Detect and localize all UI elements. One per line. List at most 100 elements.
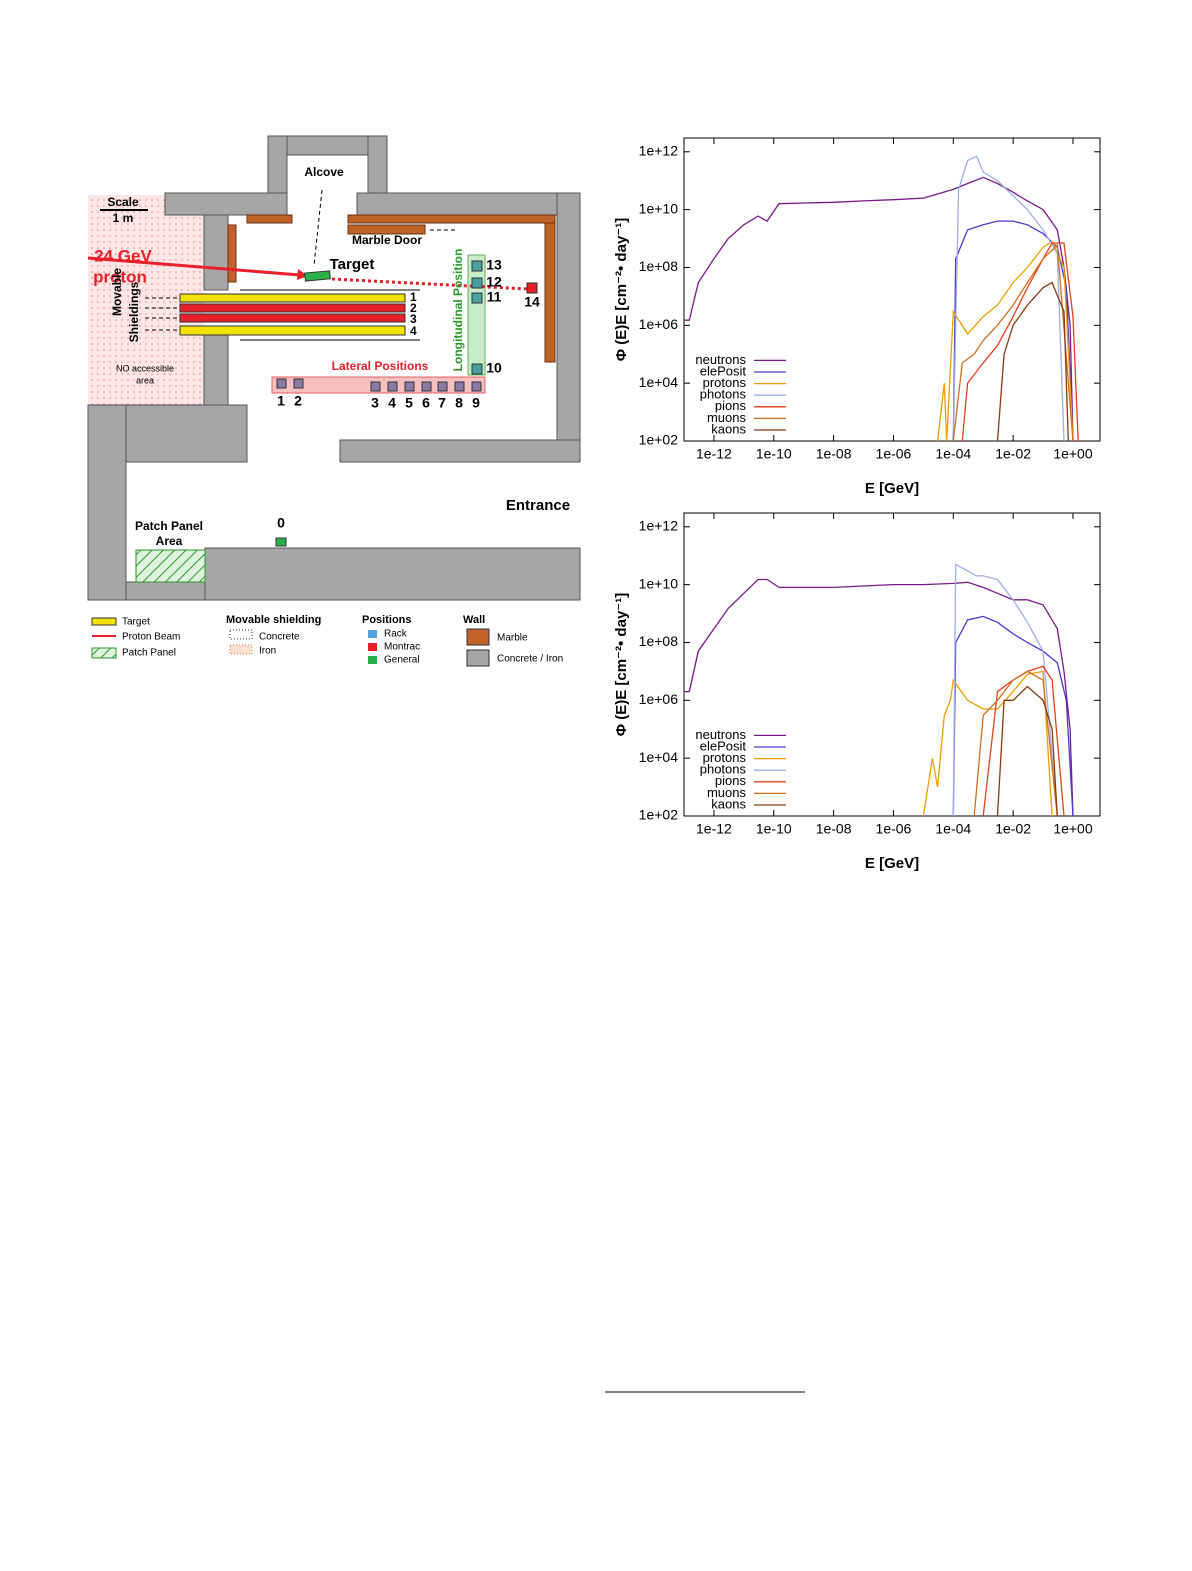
legend-label: neutrons	[695, 727, 746, 742]
wall	[204, 547, 581, 601]
series-line	[952, 220, 1074, 442]
series-line	[922, 670, 1053, 817]
legend-swatch	[91, 647, 117, 659]
plot-frame	[683, 512, 1101, 817]
position-label: 9	[472, 395, 480, 411]
x-axis-label: E [GeV]	[865, 855, 919, 872]
y-axis-label: Φ (E)E [cm⁻²• day⁻¹]	[613, 218, 630, 361]
label: 24 GeV	[94, 246, 152, 265]
position-marker	[526, 282, 538, 294]
position-label: 2	[294, 393, 302, 409]
wall	[164, 192, 288, 216]
legend-swatch	[368, 630, 377, 638]
x-tick-label: 1e+00	[1053, 446, 1093, 462]
position-marker	[471, 363, 483, 375]
label: area	[136, 375, 154, 385]
legend-label: elePosit	[700, 738, 747, 753]
label: Lateral Positions	[332, 359, 429, 373]
position-label: 11	[487, 289, 502, 305]
y-tick-label: 1e+08	[639, 258, 679, 274]
x-tick-label: 1e-06	[876, 821, 912, 837]
label: Entrance	[506, 497, 570, 514]
series-line	[996, 281, 1069, 442]
wall	[125, 581, 206, 601]
shield-label: 2	[410, 301, 417, 315]
wall	[203, 334, 229, 406]
position-label: 1	[277, 393, 285, 409]
legend-label: photons	[700, 387, 747, 402]
legend-swatch	[368, 656, 377, 664]
x-tick-label: 1e-08	[816, 446, 852, 462]
position-label: 13	[486, 257, 502, 273]
label: NO accessible	[116, 363, 174, 373]
position-marker	[275, 537, 287, 547]
arrow	[297, 269, 308, 280]
position-label: 12	[486, 274, 502, 290]
y-tick-label: 1e+02	[639, 807, 679, 823]
series-line	[952, 563, 1058, 817]
position-marker	[276, 378, 287, 389]
y-tick-label: 1e+04	[639, 374, 679, 390]
marble	[544, 222, 556, 363]
x-tick-label: 1e+00	[1053, 821, 1093, 837]
y-tick-label: 1e+12	[639, 143, 679, 159]
y-tick-label: 1e+10	[639, 200, 679, 216]
y-axis-label: Φ (E)E [cm⁻²• day⁻¹]	[613, 593, 630, 736]
position-marker	[454, 381, 465, 392]
wall	[356, 192, 581, 216]
legend-label: Montrac	[384, 642, 420, 653]
legend-swatch	[229, 629, 253, 640]
diagram-legend: Target Proton Beam Patch Panel Movable s…	[91, 614, 563, 667]
position-marker	[421, 381, 432, 392]
legend-label: pions	[715, 398, 747, 413]
series-line	[996, 685, 1058, 817]
shield-label: 1	[410, 290, 417, 304]
legend-label: elePosit	[700, 363, 747, 378]
x-axis-label: E [GeV]	[865, 480, 919, 497]
proton-beam	[331, 277, 529, 291]
series-line	[684, 578, 1074, 817]
wall	[87, 404, 127, 601]
legend-heading: Movable shielding	[226, 614, 321, 626]
legend-label: Iron	[259, 646, 276, 657]
y-tick-label: 1e+04	[639, 749, 679, 765]
y-tick-label: 1e+02	[639, 432, 679, 448]
label: Shieldings	[127, 281, 141, 342]
x-tick-label: 1e-04	[935, 446, 971, 462]
position-marker	[437, 381, 448, 392]
legend-label: protons	[703, 750, 747, 765]
legend-label: Marble	[497, 633, 528, 644]
marble	[246, 214, 293, 224]
x-tick-label: 1e-04	[935, 821, 971, 837]
legend-label: Concrete / Iron	[497, 654, 563, 665]
series-line	[952, 615, 1074, 817]
legend-swatch	[466, 628, 490, 646]
shielding	[179, 313, 406, 323]
proton-beam	[87, 256, 301, 277]
wall	[203, 214, 229, 291]
y-tick-label: 1e+12	[639, 518, 679, 534]
position-marker	[293, 378, 304, 389]
patch-panel	[135, 549, 206, 583]
legend-label: Patch Panel	[122, 648, 176, 659]
position-marker	[471, 277, 483, 289]
x-tick-label: 1e-06	[876, 446, 912, 462]
y-tick-label: 1e+08	[639, 633, 679, 649]
series-line	[982, 665, 1065, 817]
position-marker	[471, 260, 483, 272]
label: Movable	[110, 268, 124, 316]
legend-label: Target	[122, 617, 150, 628]
y-tick-label: 1e+06	[639, 691, 679, 707]
x-tick-label: 1e-10	[756, 446, 792, 462]
label: 1 m	[113, 211, 134, 225]
x-tick-label: 1e-02	[995, 446, 1031, 462]
series-line	[961, 242, 1079, 442]
legend-swatch	[368, 643, 377, 651]
shielding	[179, 325, 406, 336]
position-label: 5	[405, 395, 413, 411]
shielding	[179, 293, 406, 303]
label: Area	[156, 534, 183, 548]
position-label: 6	[422, 395, 430, 411]
wall	[556, 192, 581, 441]
